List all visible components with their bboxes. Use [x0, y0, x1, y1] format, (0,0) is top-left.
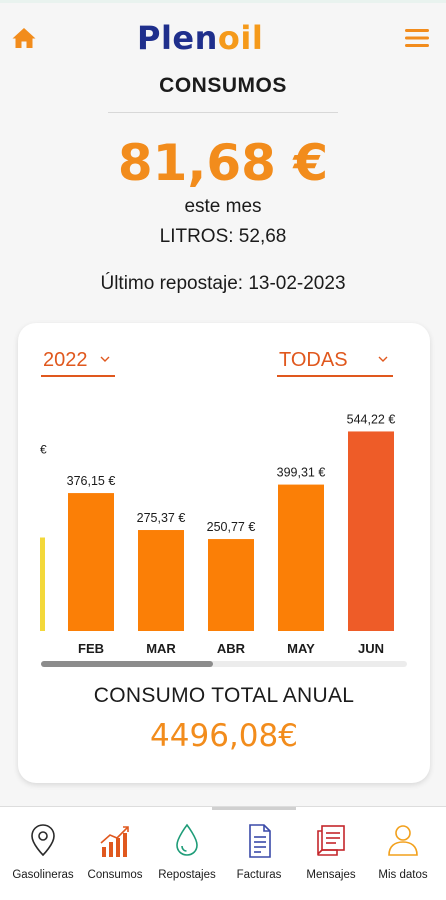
litros-value: LITROS: 52,68 — [159, 226, 287, 247]
menu-button[interactable] — [404, 27, 430, 49]
chart-data-label: 544,22 € — [347, 412, 396, 426]
chart-bar — [208, 539, 254, 631]
consumption-card: 2022 TODAS €376,15 € FEB 275,37 € MAR 250,77… — [18, 323, 430, 783]
chart-scrollbar[interactable] — [41, 661, 407, 667]
title-divider — [108, 112, 338, 113]
status-strip — [0, 0, 446, 3]
hamburger-menu-icon — [405, 29, 429, 47]
year-select[interactable]: 2022 — [41, 349, 115, 377]
last-refuel-date: Último repostaje: 13-02-2023 — [100, 273, 346, 294]
nav-label: Mensajes — [306, 869, 356, 881]
chart-data-label: 399,31 € — [277, 466, 326, 480]
fuel-type-select[interactable]: TODAS — [277, 349, 393, 377]
chart-data-label: 275,37 € — [137, 511, 186, 525]
nav-item-consumos[interactable]: Consumos — [78, 821, 152, 891]
app-header: Plenoil — [0, 0, 446, 70]
nav-item-repostajes[interactable]: Repostajes — [150, 821, 224, 891]
map-pin-icon — [31, 824, 55, 857]
year-select-value: 2022 — [43, 349, 88, 371]
annual-total-value: 4496,08€ — [150, 718, 298, 754]
chevron-down-icon — [378, 356, 388, 362]
fuel-drop-icon — [176, 823, 198, 856]
user-icon — [388, 825, 418, 856]
nav-label: Gasolineras — [12, 869, 74, 881]
page-title: CONSUMOS — [159, 74, 287, 97]
chart-bar — [68, 493, 114, 631]
nav-item-mis-datos[interactable]: Mis datos — [366, 821, 440, 891]
nav-item-mensajes[interactable]: Mensajes — [294, 821, 368, 891]
chart-scrollbar-thumb[interactable] — [41, 661, 214, 667]
period-label: este mes — [184, 196, 262, 217]
chart-x-tick-label: ABR — [217, 641, 246, 656]
chevron-down-icon — [100, 356, 110, 362]
messages-icon — [317, 825, 345, 856]
nav-label: Mis datos — [378, 869, 428, 881]
home-button[interactable] — [11, 26, 37, 50]
home-icon — [12, 28, 36, 48]
chart-bar — [138, 530, 184, 631]
fuel-type-select-value: TODAS — [279, 349, 348, 371]
chart-x-tick-label: MAR — [146, 641, 176, 656]
annual-total-label: CONSUMO TOTAL ANUAL — [93, 684, 355, 707]
chart-x-tick-label: MAY — [287, 641, 315, 656]
nav-label: Repostajes — [158, 869, 216, 881]
nav-divider — [212, 807, 296, 810]
plenoil-logo: Plenoil — [137, 19, 264, 57]
nav-label: Facturas — [236, 869, 282, 881]
invoice-icon — [249, 824, 271, 858]
monthly-consumption-chart: €376,15 € FEB 275,37 € MAR 250,77 € ABR 399,31… — [40, 412, 396, 656]
bar-chart-icon — [100, 826, 129, 857]
nav-item-gasolineras[interactable]: Gasolineras — [6, 821, 80, 891]
chart-data-label: 250,77 € — [207, 520, 256, 534]
month-amount: 81,68 € — [117, 134, 329, 192]
chart-data-label: 376,15 € — [67, 474, 116, 488]
chart-bar — [348, 431, 394, 631]
chart-x-tick-label: JUN — [358, 641, 384, 656]
chart-x-tick-label: FEB — [78, 641, 104, 656]
bottom-navigation: Gasolineras Consumos Repostajes Factura — [0, 806, 446, 900]
chart-bar — [278, 484, 324, 631]
nav-label: Consumos — [87, 869, 143, 881]
chart-data-label-partial: € — [40, 443, 47, 457]
nav-item-facturas[interactable]: Facturas — [222, 821, 296, 891]
chart-bar-partial — [40, 537, 45, 631]
